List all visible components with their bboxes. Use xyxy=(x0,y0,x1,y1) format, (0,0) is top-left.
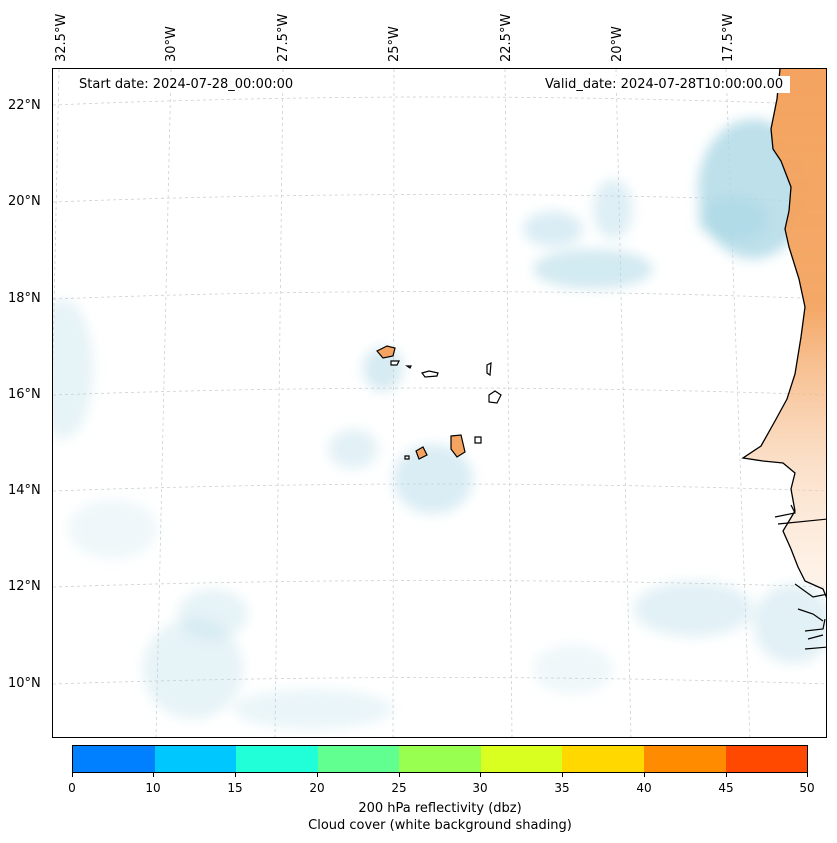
lon-label: 22.5°W xyxy=(499,13,514,62)
colorbar-segment xyxy=(73,746,155,772)
colorbar-segment xyxy=(643,746,726,772)
lon-label: 20°W xyxy=(610,26,625,62)
colorbar-tick-label: 40 xyxy=(636,781,652,795)
colorbar-segment xyxy=(317,746,400,772)
colorbar-tickmark xyxy=(235,773,236,777)
colorbar-subtitle: Cloud cover (white background shading) xyxy=(308,818,572,833)
lat-label: 14°N xyxy=(8,483,41,498)
lat-label: 16°N xyxy=(8,387,41,402)
start-date-label: Start date: 2024-07-28_00:00:00 xyxy=(72,76,301,93)
colorbar-tick-label: 10 xyxy=(145,781,161,795)
colorbar-tick-label: 45 xyxy=(718,781,734,795)
colorbar-title: 200 hPa reflectivity (dbz) xyxy=(358,801,522,816)
colorbar-segment xyxy=(236,746,318,772)
lat-label: 20°N xyxy=(8,194,41,209)
lon-label: 25°W xyxy=(387,26,402,62)
colorbar-tickmark xyxy=(726,773,727,777)
lon-label: 17.5°W xyxy=(721,13,736,62)
lon-label: 32.5°W xyxy=(54,13,69,62)
colorbar xyxy=(72,745,808,773)
colorbar-tick-label: 15 xyxy=(227,781,243,795)
colorbar-tick-label: 0 xyxy=(68,781,76,795)
africa-landmass xyxy=(741,69,826,650)
colorbar-tick-label: 25 xyxy=(391,781,407,795)
colorbar-tickmark xyxy=(399,773,400,777)
lat-label: 18°N xyxy=(8,291,41,306)
colorbar-segment xyxy=(154,746,237,772)
colorbar-tickmark xyxy=(317,773,318,777)
lon-label: 30°W xyxy=(164,26,179,62)
valid-date-label: Valid_date: 2024-07-28T10:00:00.00 xyxy=(538,76,791,93)
lat-label: 12°N xyxy=(8,579,41,594)
colorbar-segment xyxy=(562,746,644,772)
colorbar-segment xyxy=(725,746,808,772)
colorbar-segment xyxy=(399,746,481,772)
cape-verde-islands xyxy=(376,345,502,460)
colorbar-tick-label: 20 xyxy=(309,781,325,795)
colorbar-tickmark xyxy=(480,773,481,777)
lat-label: 22°N xyxy=(8,98,41,113)
colorbar-tickmark xyxy=(807,773,808,777)
lon-label: 27.5°W xyxy=(276,13,291,62)
colorbar-tickmark xyxy=(644,773,645,777)
colorbar-segment xyxy=(480,746,563,772)
colorbar-tick-label: 50 xyxy=(799,781,815,795)
map-panel xyxy=(52,68,827,738)
cloud-shading xyxy=(53,119,826,729)
colorbar-tick-label: 30 xyxy=(472,781,488,795)
colorbar-tickmark xyxy=(72,773,73,777)
map-canvas xyxy=(53,69,826,737)
lat-label: 10°N xyxy=(8,676,41,691)
colorbar-tickmark xyxy=(153,773,154,777)
colorbar-tick-label: 35 xyxy=(554,781,570,795)
colorbar-tickmark xyxy=(562,773,563,777)
